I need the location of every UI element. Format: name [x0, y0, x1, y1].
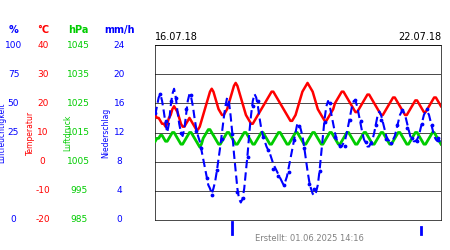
Text: 24: 24	[113, 40, 125, 50]
Point	[188, 93, 195, 97]
Text: 1045: 1045	[68, 40, 90, 50]
Text: 30: 30	[37, 70, 49, 79]
Point	[177, 131, 184, 135]
Point	[388, 141, 395, 145]
Point	[311, 187, 318, 191]
Text: %: %	[9, 25, 18, 35]
Text: hPa: hPa	[68, 25, 89, 35]
Text: 1035: 1035	[67, 70, 90, 79]
Point	[244, 155, 251, 159]
Point	[367, 142, 374, 146]
Text: 25: 25	[8, 128, 19, 137]
Point	[378, 118, 385, 122]
Point	[182, 108, 189, 112]
Text: Erstellt: 01.06.2025 14:16: Erstellt: 01.06.2025 14:16	[255, 234, 364, 243]
Point	[342, 144, 349, 148]
Point	[234, 190, 241, 194]
Point	[249, 104, 256, 108]
Text: 12: 12	[113, 128, 125, 137]
Point	[290, 138, 297, 142]
Point	[218, 137, 225, 141]
Text: -20: -20	[36, 216, 50, 224]
Text: 50: 50	[8, 99, 19, 108]
Text: 20: 20	[37, 99, 49, 108]
Text: 0: 0	[40, 157, 45, 166]
Point	[429, 124, 436, 128]
Text: 995: 995	[70, 186, 87, 195]
Point	[203, 176, 210, 180]
Text: 4: 4	[117, 186, 122, 195]
Point	[382, 136, 390, 140]
Point	[167, 99, 174, 103]
Text: 40: 40	[37, 40, 49, 50]
Text: 1025: 1025	[68, 99, 90, 108]
Point	[418, 122, 426, 126]
Point	[301, 146, 308, 150]
Point	[326, 101, 333, 105]
Text: 100: 100	[5, 40, 22, 50]
Text: 20: 20	[113, 70, 125, 79]
Point	[275, 174, 282, 178]
Point	[280, 182, 287, 186]
Point	[157, 92, 164, 96]
Point	[260, 135, 267, 139]
Text: 0: 0	[117, 216, 122, 224]
Point	[321, 120, 328, 124]
Text: -10: -10	[36, 186, 50, 195]
Text: 8: 8	[117, 157, 122, 166]
Point	[254, 99, 261, 103]
Point	[285, 170, 292, 173]
Point	[373, 123, 380, 127]
Text: Luftfeuchtigkeit: Luftfeuchtigkeit	[0, 102, 7, 163]
Text: 1005: 1005	[67, 157, 90, 166]
Point	[331, 135, 338, 139]
Point	[229, 132, 236, 136]
Point	[393, 123, 400, 127]
Point	[270, 167, 277, 171]
Text: Temperatur: Temperatur	[26, 110, 35, 154]
Point	[213, 168, 220, 172]
Point	[265, 148, 272, 152]
Text: Luftdruck: Luftdruck	[63, 114, 72, 151]
Point	[208, 194, 215, 198]
Point	[398, 108, 405, 112]
Text: mm/h: mm/h	[104, 25, 135, 35]
Text: 75: 75	[8, 70, 19, 79]
Point	[162, 120, 169, 124]
Point	[434, 136, 441, 140]
Point	[337, 144, 344, 148]
Point	[172, 96, 180, 100]
Text: 10: 10	[37, 128, 49, 137]
Text: °C: °C	[37, 25, 49, 35]
Point	[306, 182, 313, 186]
Text: 985: 985	[70, 216, 87, 224]
Point	[198, 146, 205, 150]
Point	[224, 102, 231, 105]
Text: 22.07.18: 22.07.18	[398, 32, 441, 42]
Point	[362, 140, 369, 144]
Point	[403, 126, 410, 130]
Text: 0: 0	[11, 216, 16, 224]
Point	[357, 119, 364, 123]
Point	[352, 98, 359, 102]
Text: 1015: 1015	[67, 128, 90, 137]
Point	[316, 169, 323, 173]
Point	[295, 124, 302, 128]
Text: Niederschlag: Niederschlag	[101, 108, 110, 158]
Point	[346, 118, 354, 122]
Point	[414, 139, 421, 143]
Point	[193, 129, 200, 133]
Point	[408, 136, 415, 140]
Point	[424, 107, 431, 111]
Point	[239, 196, 246, 200]
Text: 16.07.18: 16.07.18	[155, 32, 198, 42]
Point	[152, 111, 159, 115]
Text: 16: 16	[113, 99, 125, 108]
